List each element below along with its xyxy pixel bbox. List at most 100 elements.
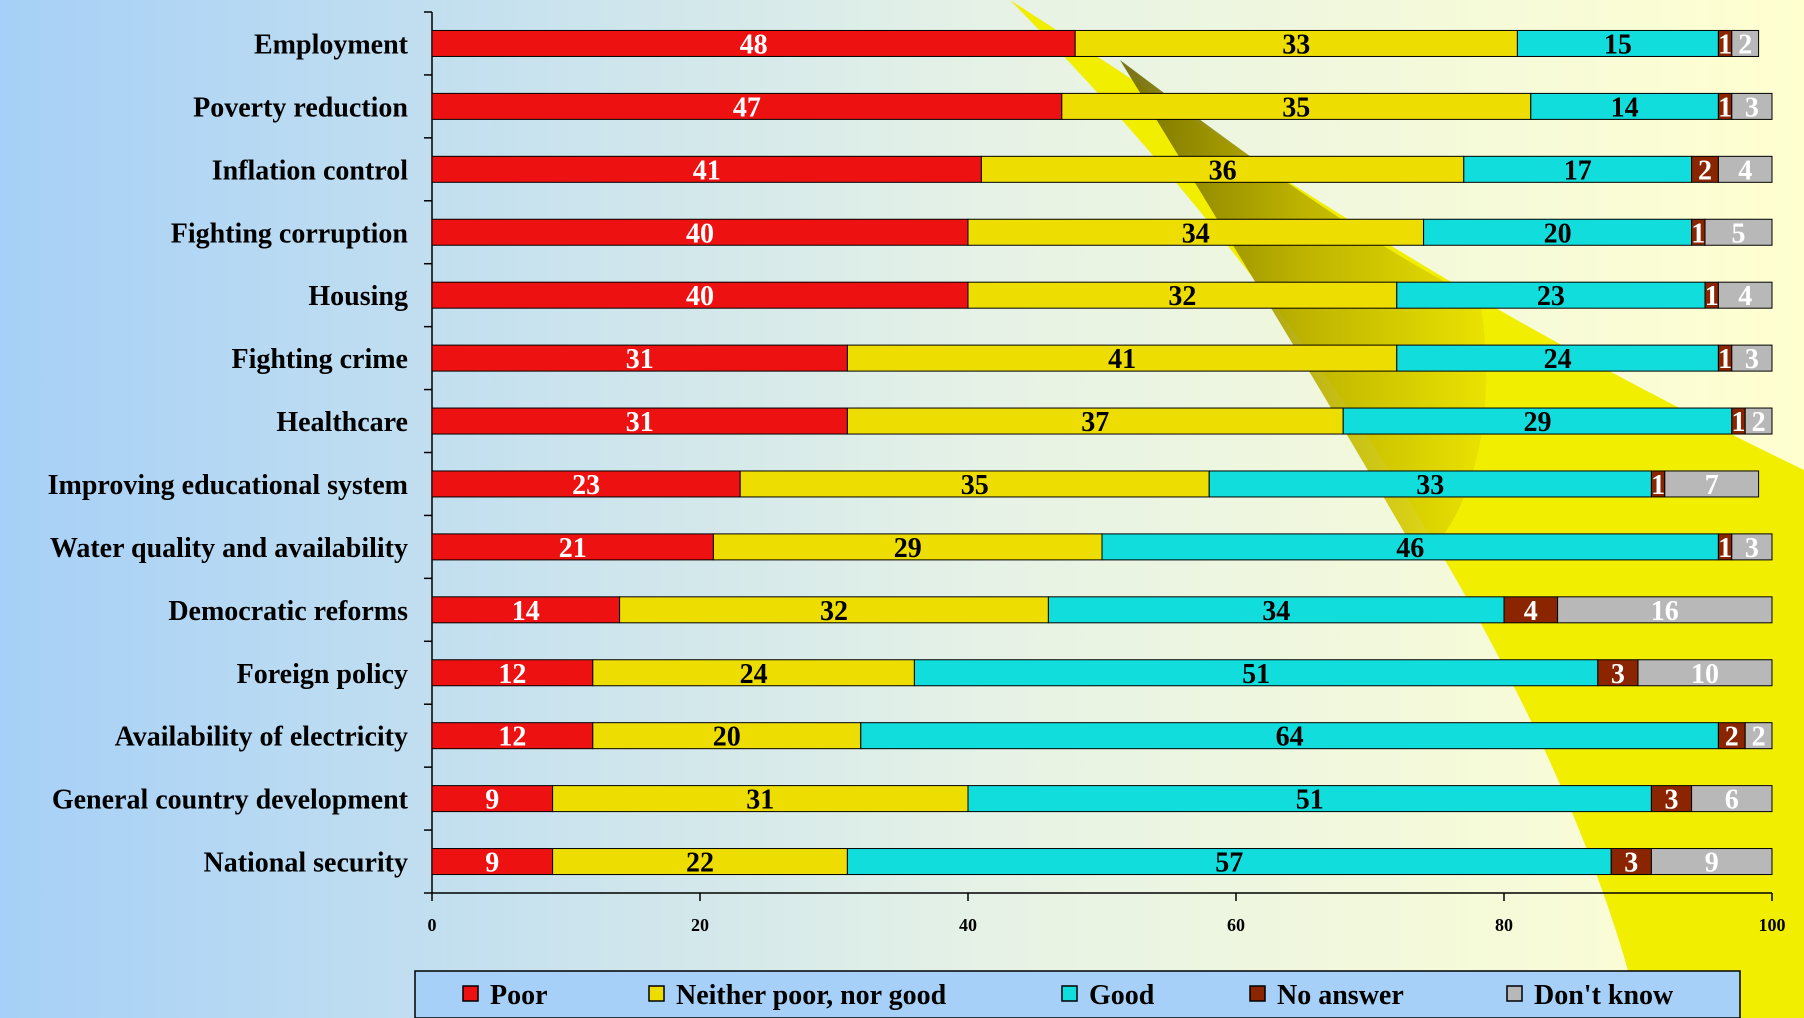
- bar-segment-good: [1516, 29, 1719, 57]
- bar-segment-don-t-know: [1744, 407, 1773, 435]
- data-label-neither-poor-nor-good: 20: [713, 722, 741, 753]
- data-label-good: 51: [1296, 785, 1324, 816]
- legend-label: No answer: [1277, 980, 1404, 1011]
- data-label-no-answer: 3: [1665, 785, 1679, 816]
- bar-segment-neither-poor-nor-good: [967, 281, 1398, 309]
- data-label-no-answer: 1: [1705, 281, 1719, 312]
- bar-segment-good: [1208, 470, 1652, 498]
- data-label-neither-poor-nor-good: 37: [1081, 407, 1109, 438]
- data-label-don-t-know: 2: [1738, 29, 1752, 60]
- bar-segment-poor: [431, 470, 741, 498]
- bar-segment-don-t-know: [1731, 344, 1773, 372]
- data-label-poor: 12: [498, 659, 526, 690]
- bar-segment-neither-poor-nor-good: [619, 596, 1049, 624]
- category-label: Healthcare: [276, 407, 408, 438]
- bar-segment-good: [1423, 218, 1693, 246]
- data-label-neither-poor-nor-good: 32: [1168, 281, 1196, 312]
- data-label-don-t-know: 3: [1745, 344, 1759, 375]
- legend-swatch: [1061, 985, 1078, 1002]
- data-label-poor: 48: [740, 29, 768, 60]
- bar-segment-good: [1342, 407, 1733, 435]
- data-label-no-answer: 1: [1651, 470, 1665, 501]
- category-label: Poverty reduction: [193, 92, 408, 123]
- legend: Poor Neither poor, nor good Good No answer D…: [414, 970, 1741, 1018]
- data-label-good: 64: [1276, 722, 1304, 753]
- data-label-good: 20: [1544, 218, 1572, 249]
- data-label-no-answer: 1: [1718, 29, 1732, 60]
- bar-segment-neither-poor-nor-good: [846, 344, 1398, 372]
- legend-label: Poor: [490, 980, 548, 1011]
- category-label: National security: [203, 848, 408, 879]
- data-label-don-t-know: 4: [1738, 281, 1752, 312]
- data-label-neither-poor-nor-good: 34: [1182, 218, 1210, 249]
- bar-segment-don-t-know: [1691, 785, 1773, 813]
- data-label-no-answer: 2: [1698, 155, 1712, 186]
- data-label-don-t-know: 3: [1745, 92, 1759, 123]
- data-label-no-answer: 4: [1524, 596, 1538, 627]
- bar-segment-don-t-know: [1704, 218, 1773, 246]
- bar-segment-don-t-know: [1717, 281, 1773, 309]
- data-label-don-t-know: 9: [1705, 848, 1719, 879]
- data-label-don-t-know: 6: [1725, 785, 1739, 816]
- data-label-good: 33: [1416, 470, 1444, 501]
- data-label-don-t-know: 2: [1752, 722, 1766, 753]
- data-label-good: 23: [1537, 281, 1565, 312]
- data-label-neither-poor-nor-good: 35: [1282, 92, 1310, 123]
- bar-segment-no-answer: [1503, 596, 1559, 624]
- bar-segment-poor: [431, 92, 1063, 120]
- bar-segment-good: [1101, 533, 1719, 561]
- bar-segment-good: [967, 785, 1652, 813]
- category-labels: Employment Poverty reduction Inflation con…: [48, 29, 409, 878]
- legend-label: Good: [1089, 980, 1155, 1011]
- bar-segment-don-t-know: [1664, 470, 1760, 498]
- data-label-no-answer: 1: [1691, 218, 1705, 249]
- x-tick-label: 80: [1495, 915, 1513, 935]
- legend-label: Neither poor, nor good: [676, 980, 947, 1011]
- category-label: Fighting corruption: [171, 218, 409, 249]
- data-label-don-t-know: 16: [1651, 596, 1679, 627]
- data-label-good: 15: [1604, 29, 1632, 60]
- data-label-poor: 14: [512, 596, 540, 627]
- data-label-don-t-know: 5: [1732, 218, 1746, 249]
- data-label-don-t-know: 2: [1752, 407, 1766, 438]
- category-label: Inflation control: [212, 155, 408, 186]
- bar-segment-poor: [431, 218, 969, 246]
- bar-segment-good: [846, 848, 1612, 876]
- x-tick-label: 40: [959, 915, 977, 935]
- data-label-no-answer: 1: [1732, 407, 1746, 438]
- category-label: Water quality and availability: [50, 533, 408, 564]
- legend-item-don-t-know: Don't know: [1506, 980, 1674, 1011]
- x-tick-label: 0: [428, 915, 437, 935]
- data-label-neither-poor-nor-good: 22: [686, 848, 714, 879]
- bar-segment-don-t-know: [1744, 722, 1773, 750]
- data-label-neither-poor-nor-good: 29: [894, 533, 922, 564]
- bar-segment-no-answer: [1650, 785, 1693, 813]
- data-label-neither-poor-nor-good: 32: [820, 596, 848, 627]
- bar-segment-good: [860, 722, 1719, 750]
- bar-segment-neither-poor-nor-good: [980, 155, 1465, 183]
- bar-segment-poor: [431, 722, 594, 750]
- bar-segment-good: [1047, 596, 1505, 624]
- bar-segment-neither-poor-nor-good: [552, 785, 969, 813]
- data-label-neither-poor-nor-good: 36: [1209, 155, 1237, 186]
- legend-swatch: [462, 985, 479, 1002]
- bar-segment-neither-poor-nor-good: [846, 407, 1344, 435]
- bar-segment-poor: [431, 596, 621, 624]
- data-label-don-t-know: 4: [1738, 155, 1752, 186]
- data-label-poor: 9: [485, 848, 499, 879]
- bar-segment-poor: [431, 155, 982, 183]
- legend-label: Don't know: [1534, 980, 1674, 1011]
- shadow-swoosh-decoration: [1120, 60, 1487, 560]
- bar-segment-don-t-know: [1557, 596, 1773, 624]
- bar-segment-poor: [431, 533, 714, 561]
- bar-segment-don-t-know: [1717, 155, 1773, 183]
- data-label-no-answer: 3: [1624, 848, 1638, 879]
- legend-swatch: [648, 985, 665, 1002]
- bar-segment-poor: [431, 407, 848, 435]
- bar-segment-poor: [431, 785, 554, 813]
- bar-segment-don-t-know: [1650, 848, 1773, 876]
- data-label-poor: 9: [485, 785, 499, 816]
- bars: 48 33 15 1 247 35 14 1 341 36 17 2 440 34 20 1 540 32 23 1 4…: [431, 29, 1773, 879]
- bar-segment-good: [1530, 92, 1719, 120]
